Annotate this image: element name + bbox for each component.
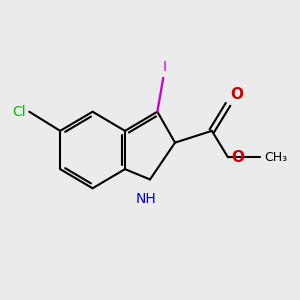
- Text: O: O: [231, 150, 244, 165]
- Text: Cl: Cl: [12, 105, 26, 119]
- Text: NH: NH: [135, 192, 156, 206]
- Text: O: O: [230, 87, 243, 102]
- Text: CH₃: CH₃: [264, 151, 287, 164]
- Text: I: I: [163, 60, 167, 74]
